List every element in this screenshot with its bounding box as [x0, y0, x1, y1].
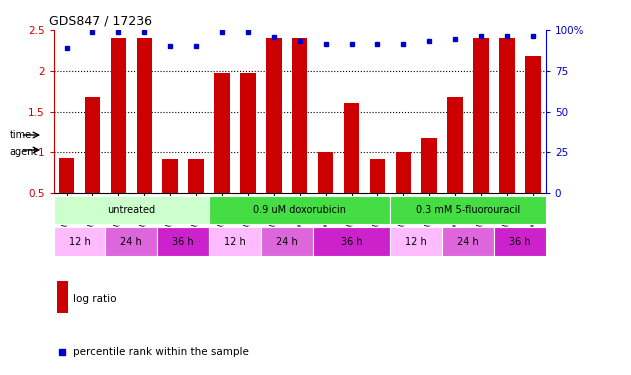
Bar: [473, 38, 489, 193]
Bar: [266, 38, 281, 193]
Text: 36 h: 36 h: [172, 237, 194, 247]
Bar: [344, 104, 359, 193]
Bar: [59, 158, 74, 193]
Bar: [442, 228, 494, 256]
Bar: [162, 159, 178, 193]
Text: time: time: [9, 130, 32, 140]
Bar: [157, 228, 209, 256]
Bar: [209, 196, 391, 224]
Bar: [313, 228, 391, 256]
Bar: [396, 152, 411, 193]
Bar: [391, 228, 442, 256]
Text: agent: agent: [9, 147, 38, 157]
Bar: [54, 196, 209, 224]
Text: log ratio: log ratio: [73, 294, 116, 304]
Bar: [525, 56, 541, 193]
Text: 24 h: 24 h: [457, 237, 479, 247]
Text: 24 h: 24 h: [276, 237, 298, 247]
Bar: [54, 228, 105, 256]
Text: 0.9 uM doxorubicin: 0.9 uM doxorubicin: [253, 205, 346, 215]
Text: untreated: untreated: [107, 205, 155, 215]
Text: 36 h: 36 h: [509, 237, 531, 247]
Bar: [136, 38, 152, 193]
Text: percentile rank within the sample: percentile rank within the sample: [73, 347, 249, 357]
Bar: [391, 196, 546, 224]
Text: 0.3 mM 5-fluorouracil: 0.3 mM 5-fluorouracil: [416, 205, 520, 215]
Text: 24 h: 24 h: [121, 237, 142, 247]
Bar: [499, 38, 515, 193]
Bar: [240, 73, 256, 193]
Bar: [422, 138, 437, 193]
Bar: [494, 228, 546, 256]
Text: 12 h: 12 h: [224, 237, 246, 247]
Text: 36 h: 36 h: [341, 237, 362, 247]
Bar: [370, 159, 385, 193]
Bar: [105, 228, 157, 256]
Text: 12 h: 12 h: [406, 237, 427, 247]
Bar: [261, 228, 313, 256]
Bar: [292, 38, 307, 193]
Bar: [318, 152, 333, 193]
Bar: [57, 281, 68, 314]
Bar: [209, 228, 261, 256]
Bar: [110, 38, 126, 193]
Bar: [188, 159, 204, 193]
Text: GDS847 / 17236: GDS847 / 17236: [49, 15, 151, 27]
Bar: [447, 97, 463, 193]
Bar: [215, 73, 230, 193]
Bar: [85, 97, 100, 193]
Text: 12 h: 12 h: [69, 237, 90, 247]
